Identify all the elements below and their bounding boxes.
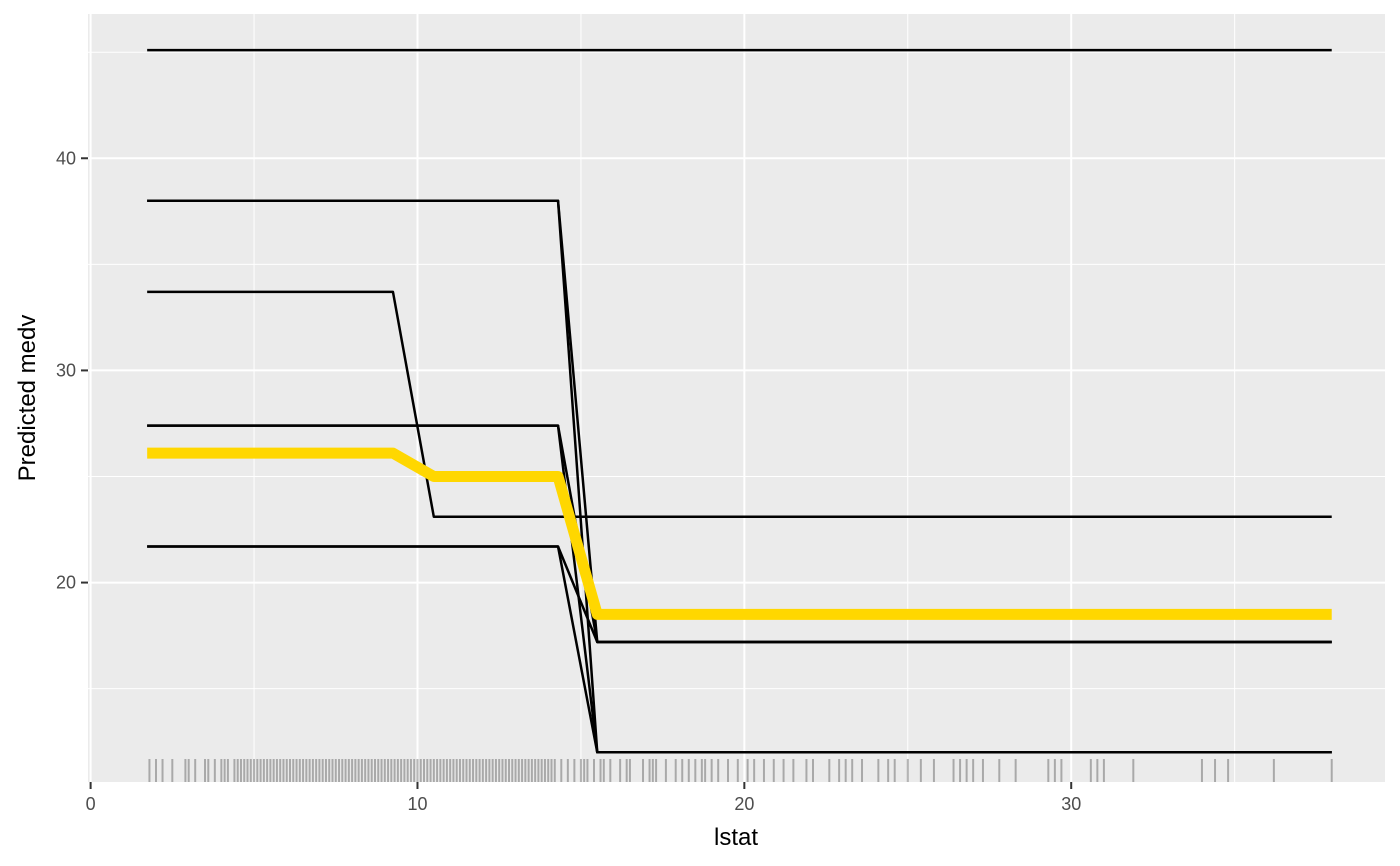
rug [148,759,1333,782]
x-tick-label: 30 [1061,794,1081,814]
panel-background [88,14,1385,782]
major-grid [88,14,1385,782]
axis-ticks [81,157,1073,789]
tick-labels: 0 10 20 30 20 30 40 [56,148,1081,814]
y-axis-title: Predicted medv [14,315,41,482]
x-tick-label: 10 [407,794,427,814]
x-tick-label: 20 [734,794,754,814]
ice-curve-line [147,545,1332,754]
ice-curve-line [147,290,1332,519]
y-tick-label: 30 [56,360,76,380]
average-curve [147,447,1332,620]
x-tick-label: 0 [86,794,96,814]
x-axis-title: lstat [714,824,758,851]
y-tick-label: 20 [56,573,76,593]
y-tick-label: 40 [56,148,76,168]
average-curve-line [147,447,1332,620]
minor-grid [88,14,1385,782]
